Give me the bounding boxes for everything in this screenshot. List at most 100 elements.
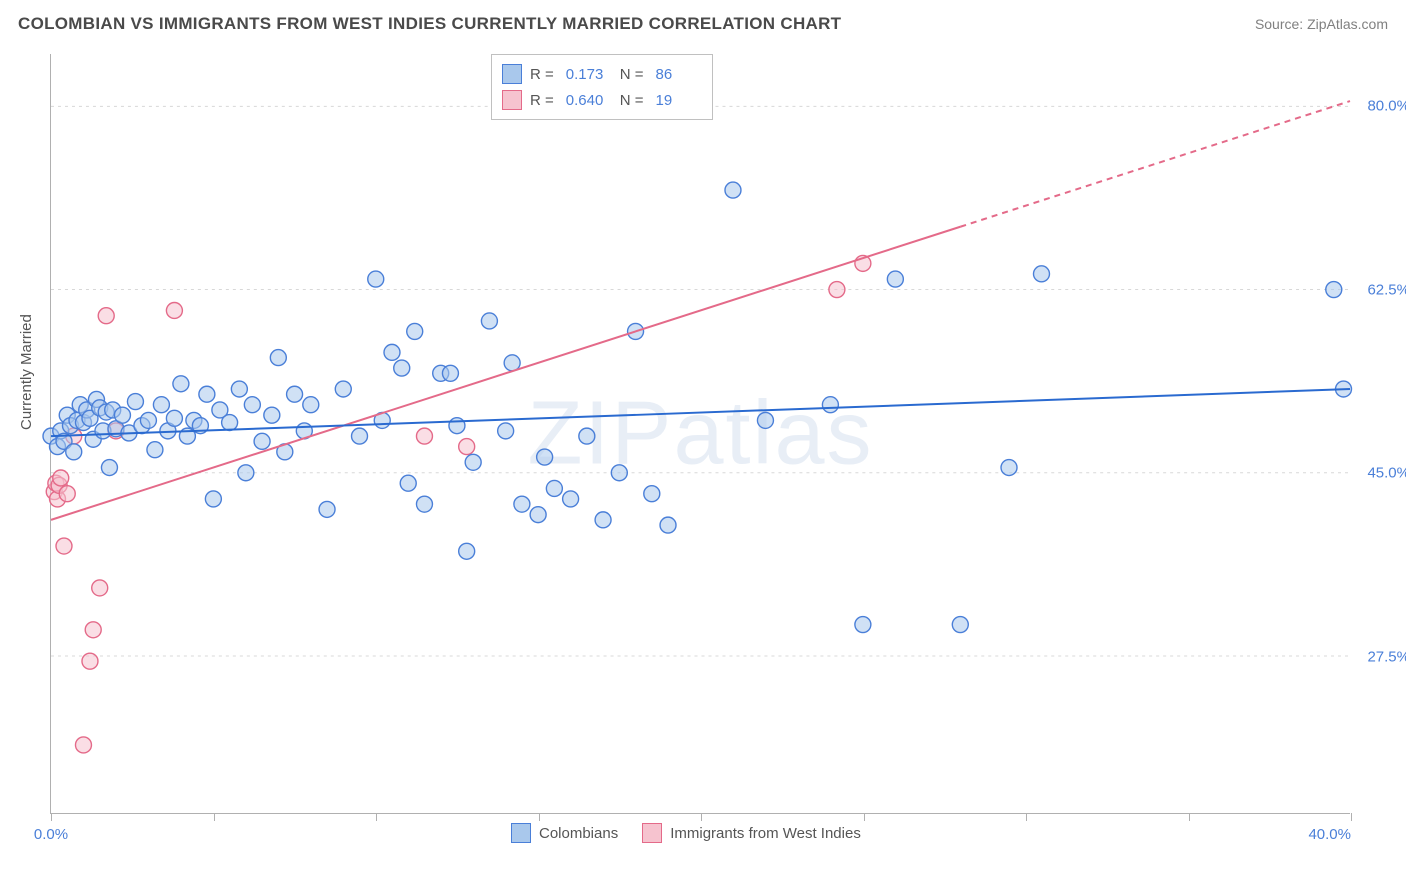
ytick-label: 45.0%: [1367, 465, 1406, 482]
y-axis-label: Currently Married: [18, 314, 35, 430]
legend-label-west-indies: Immigrants from West Indies: [670, 825, 861, 842]
xtick-label: 40.0%: [1308, 826, 1351, 843]
legend-row-west-indies: R = 0.640 N = 19: [502, 87, 702, 113]
data-point: [166, 410, 182, 426]
data-point: [459, 543, 475, 559]
n-value-blue: 86: [656, 66, 702, 83]
series-legend: Colombians Immigrants from West Indies: [511, 823, 861, 843]
data-point: [114, 407, 130, 423]
data-point: [546, 480, 562, 496]
data-point: [173, 376, 189, 392]
data-point: [140, 412, 156, 428]
data-point: [660, 517, 676, 533]
xtick-mark: [51, 813, 52, 821]
data-point: [199, 386, 215, 402]
correlation-legend: R = 0.173 N = 86 R = 0.640 N = 19: [491, 54, 713, 120]
data-point: [442, 365, 458, 381]
data-point: [829, 282, 845, 298]
data-point: [725, 182, 741, 198]
data-point: [757, 412, 773, 428]
xtick-mark: [1026, 813, 1027, 821]
data-point: [416, 428, 432, 444]
data-point: [952, 617, 968, 633]
data-point: [407, 323, 423, 339]
r-value-pink: 0.640: [566, 92, 612, 109]
data-point: [98, 308, 114, 324]
data-point: [563, 491, 579, 507]
n-label: N =: [620, 92, 644, 109]
data-point: [1326, 282, 1342, 298]
west-indies-trend-line: [51, 227, 960, 520]
data-point: [822, 397, 838, 413]
colombians-trend-line: [51, 389, 1350, 436]
data-point: [498, 423, 514, 439]
data-point: [368, 271, 384, 287]
data-point: [514, 496, 530, 512]
data-point: [254, 433, 270, 449]
data-point: [231, 381, 247, 397]
legend-label-colombians: Colombians: [539, 825, 618, 842]
xtick-mark: [376, 813, 377, 821]
data-point: [611, 465, 627, 481]
data-point: [238, 465, 254, 481]
data-point: [264, 407, 280, 423]
data-point: [644, 486, 660, 502]
chart-title: COLOMBIAN VS IMMIGRANTS FROM WEST INDIES…: [18, 14, 841, 34]
xtick-mark: [1189, 813, 1190, 821]
r-value-blue: 0.173: [566, 66, 612, 83]
header-bar: COLOMBIAN VS IMMIGRANTS FROM WEST INDIES…: [0, 0, 1406, 42]
xtick-mark: [214, 813, 215, 821]
ytick-label: 27.5%: [1367, 648, 1406, 665]
scatter-svg: [51, 54, 1350, 813]
r-label: R =: [530, 66, 554, 83]
ytick-label: 62.5%: [1367, 281, 1406, 298]
data-point: [887, 271, 903, 287]
data-point: [303, 397, 319, 413]
west-indies-trend-extrapolation: [960, 101, 1350, 227]
data-point: [319, 501, 335, 517]
data-point: [400, 475, 416, 491]
data-point: [153, 397, 169, 413]
data-point: [53, 470, 69, 486]
xtick-mark: [539, 813, 540, 821]
xtick-mark: [864, 813, 865, 821]
swatch-blue-icon: [511, 823, 531, 843]
data-point: [855, 617, 871, 633]
source-prefix: Source:: [1255, 16, 1307, 32]
data-point: [394, 360, 410, 376]
data-point: [416, 496, 432, 512]
data-point: [85, 622, 101, 638]
data-point: [101, 460, 117, 476]
data-point: [595, 512, 611, 528]
source-name: ZipAtlas.com: [1307, 16, 1388, 32]
data-point: [465, 454, 481, 470]
xtick-mark: [1351, 813, 1352, 821]
data-point: [537, 449, 553, 465]
data-point: [481, 313, 497, 329]
legend-item-colombians: Colombians: [511, 823, 618, 843]
data-point: [147, 442, 163, 458]
data-point: [384, 344, 400, 360]
legend-row-colombians: R = 0.173 N = 86: [502, 61, 702, 87]
data-point: [1033, 266, 1049, 282]
data-point: [82, 653, 98, 669]
data-point: [56, 538, 72, 554]
data-point: [1001, 460, 1017, 476]
data-point: [222, 415, 238, 431]
data-point: [75, 737, 91, 753]
data-point: [335, 381, 351, 397]
data-point: [287, 386, 303, 402]
swatch-pink-icon: [642, 823, 662, 843]
data-point: [66, 444, 82, 460]
data-point: [449, 418, 465, 434]
data-point: [205, 491, 221, 507]
ytick-label: 80.0%: [1367, 98, 1406, 115]
n-value-pink: 19: [656, 92, 702, 109]
data-point: [59, 486, 75, 502]
plot-area: ZIPatlas R = 0.173 N = 86 R = 0.640 N = …: [50, 54, 1350, 814]
data-point: [459, 439, 475, 455]
source-attribution: Source: ZipAtlas.com: [1255, 16, 1388, 32]
xtick-mark: [701, 813, 702, 821]
n-label: N =: [620, 66, 644, 83]
data-point: [92, 580, 108, 596]
